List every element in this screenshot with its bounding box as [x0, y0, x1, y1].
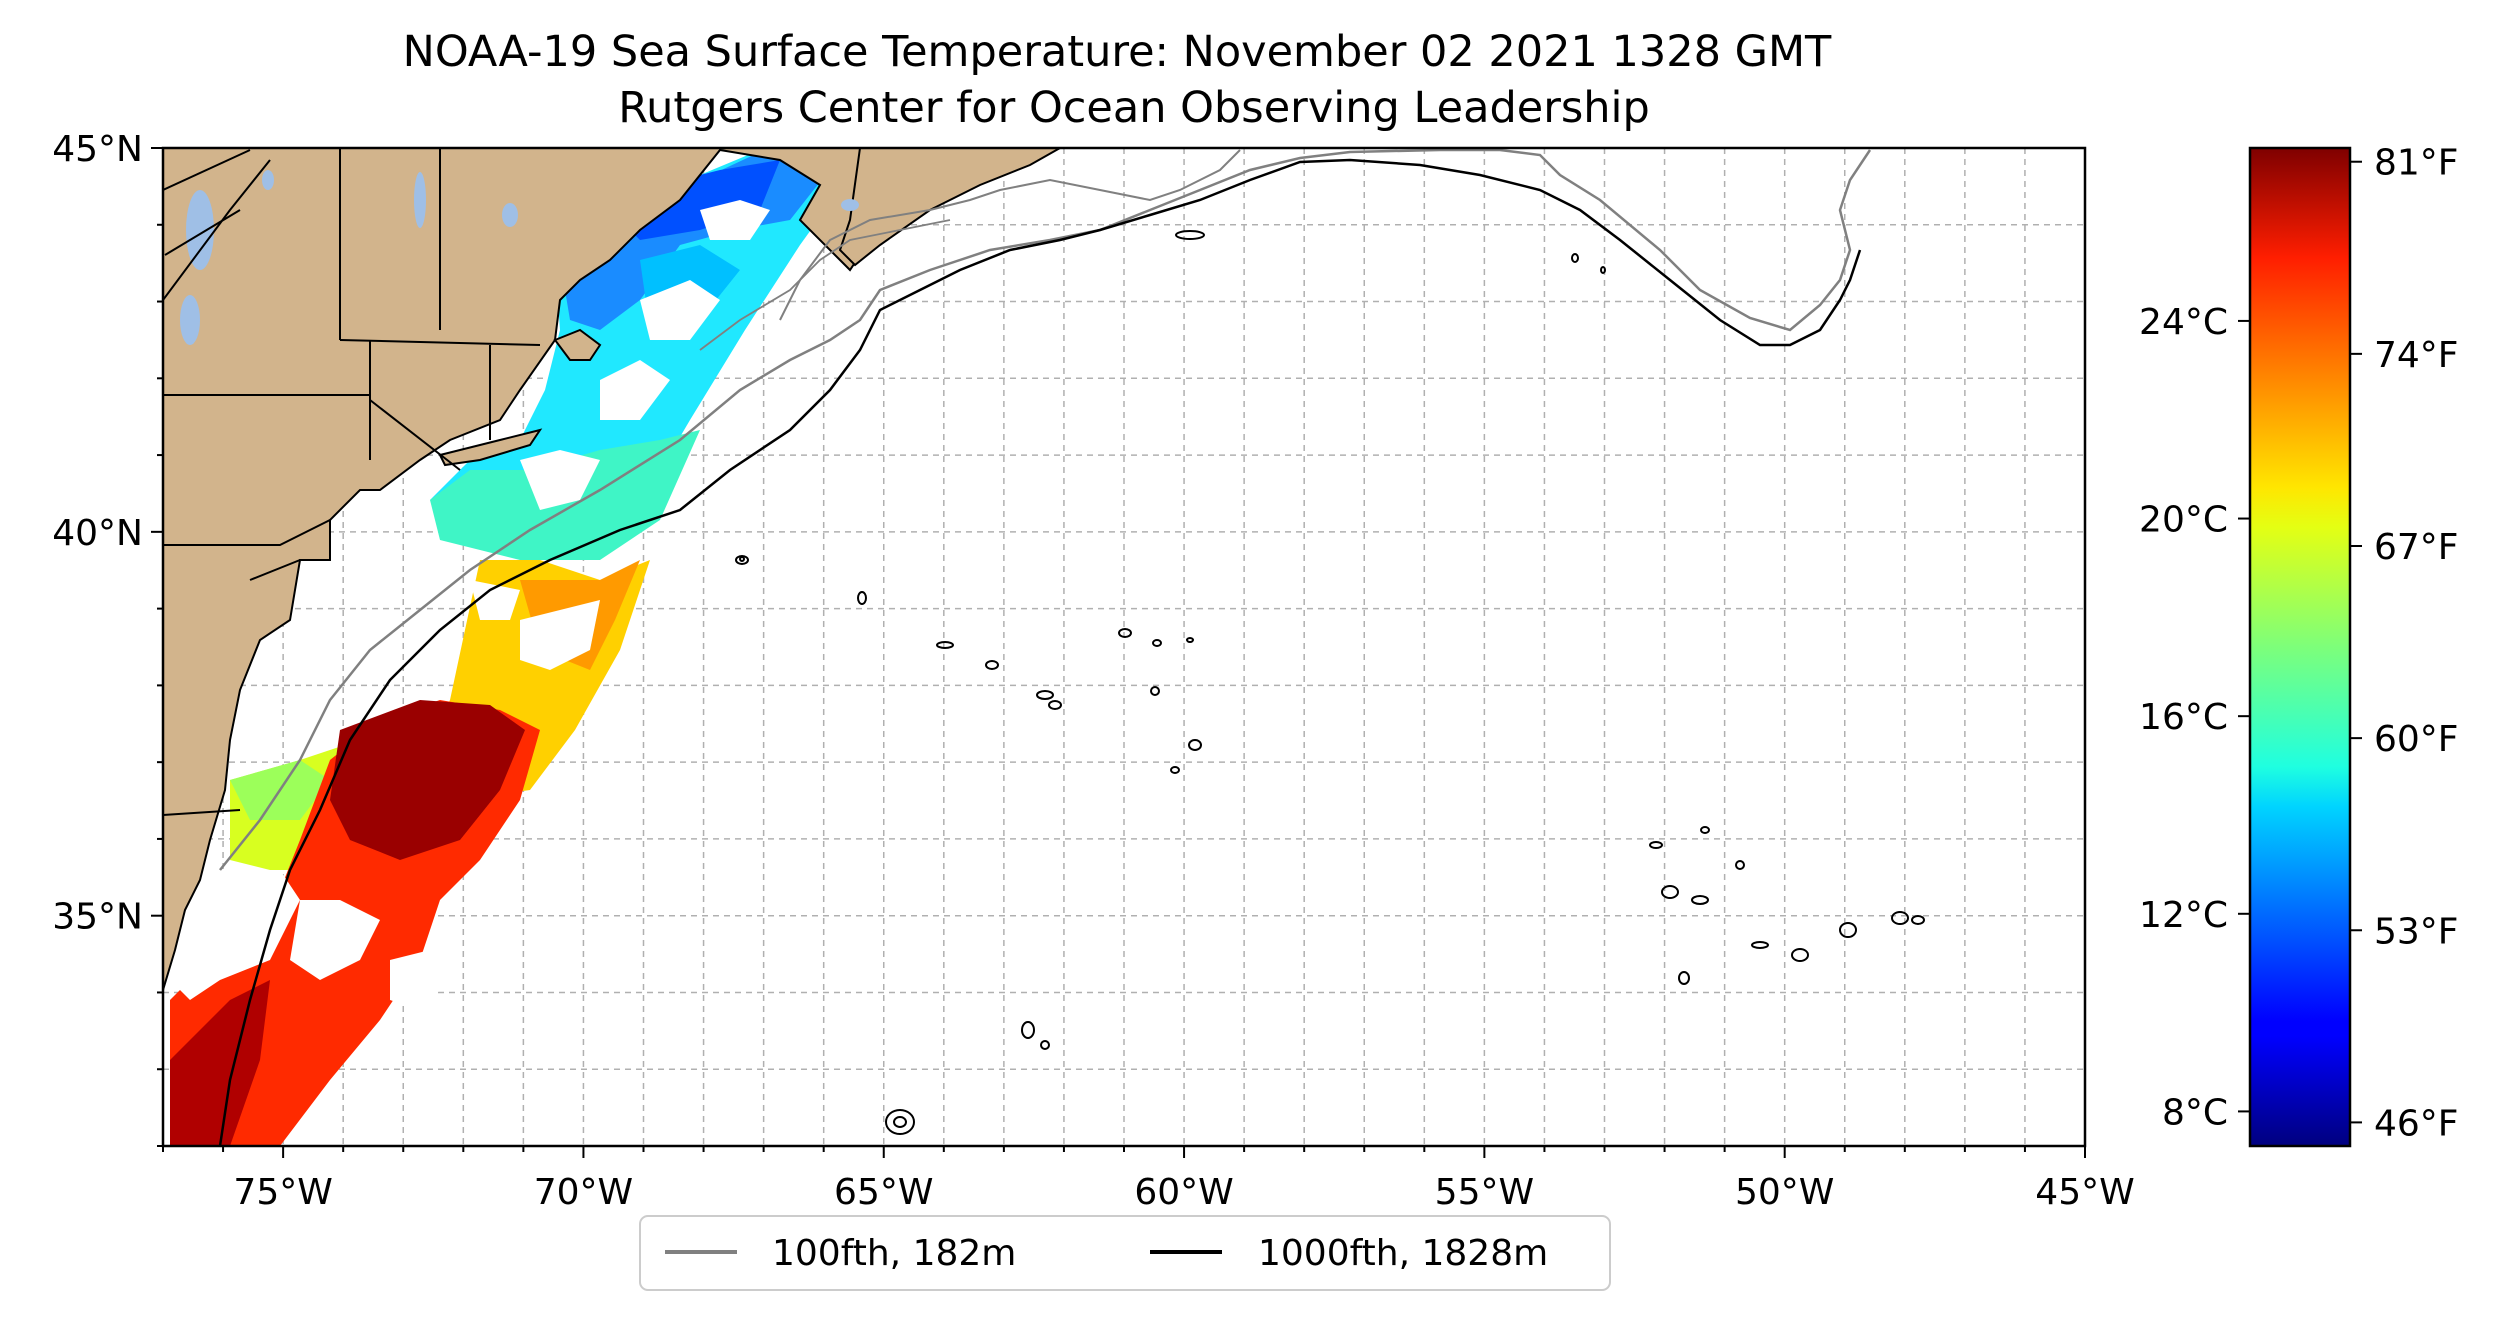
lon-tick-label: 65°W — [834, 1172, 933, 1213]
lat-tick-label: 40°N — [52, 513, 143, 554]
lat-tick-label: 45°N — [52, 129, 143, 170]
colorbar-fahrenheit-label: 81°F — [2374, 143, 2459, 184]
colorbar-celsius-label: 12°C — [2139, 895, 2228, 936]
colorbar: 24°C 20°C 16°C 12°C 8°C 81°F 74°F 67°F 60°F 53°F… — [2139, 143, 2459, 1148]
colorbar-celsius-label: 16°C — [2139, 697, 2228, 738]
state-borders — [163, 148, 541, 816]
isobath-100fth — [219, 148, 1872, 871]
colorbar-celsius-label: 20°C — [2139, 500, 2228, 541]
lon-tick-label: 75°W — [233, 1172, 332, 1213]
land — [163, 148, 1063, 991]
legend-label-100fth: 100fth, 182m — [772, 1233, 1016, 1274]
colorbar-fahrenheit-ticks: 81°F 74°F 67°F 60°F 53°F 46°F — [2350, 143, 2459, 1144]
colorbar-celsius-label: 8°C — [2162, 1092, 2228, 1133]
lakes — [180, 170, 859, 345]
colorbar-celsius-ticks: 24°C 20°C 16°C 12°C 8°C — [2139, 302, 2250, 1133]
lon-tick-label: 55°W — [1435, 1172, 1534, 1213]
seamounts — [735, 230, 1925, 1135]
lon-tick-label: 70°W — [534, 1172, 633, 1213]
lon-tick-label: 50°W — [1735, 1172, 1834, 1213]
colorbar-fahrenheit-label: 60°F — [2374, 719, 2459, 760]
lon-tick-label: 60°W — [1134, 1172, 1233, 1213]
isobath-100fth-inner — [699, 219, 951, 351]
sst-swath — [170, 148, 870, 1146]
map-subtitle: Rutgers Center for Ocean Observing Leade… — [618, 83, 1650, 133]
map-title: NOAA-19 Sea Surface Temperature: Novembe… — [403, 27, 1832, 77]
isobath-1000fth — [218, 158, 1862, 1146]
lon-tick-label: 45°W — [2035, 1172, 2134, 1213]
latitude-axis: 45°N 40°N 35°N — [52, 129, 163, 1147]
legend: 100fth, 182m 1000fth, 1828m — [639, 1215, 1611, 1291]
legend-box — [639, 1215, 1611, 1291]
longitude-axis: 75°W 70°W 65°W 60°W 55°W 50°W 45°W — [162, 1146, 2135, 1213]
colorbar-gradient — [2248, 146, 2352, 1148]
isobath-100fth-gom — [779, 149, 1241, 321]
map-area — [163, 148, 2085, 1146]
colorbar-fahrenheit-label: 53°F — [2374, 911, 2459, 952]
colorbar-fahrenheit-label: 67°F — [2374, 527, 2459, 568]
lat-tick-label: 35°N — [52, 897, 143, 938]
colorbar-fahrenheit-label: 46°F — [2374, 1103, 2459, 1144]
colorbar-fahrenheit-label: 74°F — [2374, 335, 2459, 376]
colorbar-celsius-label: 24°C — [2139, 302, 2228, 343]
legend-label-1000fth: 1000fth, 1828m — [1258, 1233, 1548, 1274]
